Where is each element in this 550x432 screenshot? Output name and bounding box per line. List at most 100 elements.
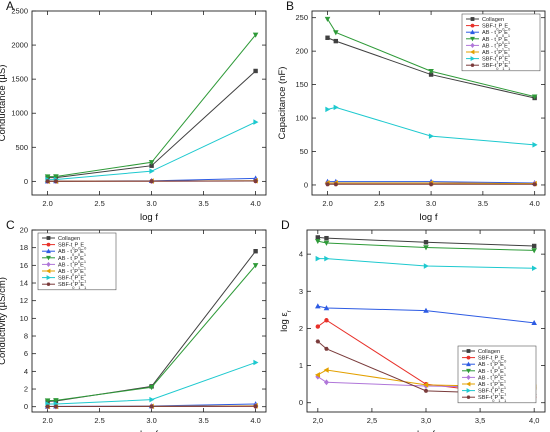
data-point [531,319,537,326]
series-6 [325,104,538,148]
data-point [253,179,258,183]
x-tick-label: 3.5 [198,416,208,425]
legend-marker [466,349,471,353]
y-axis-label: Conductivity (µS/cm) [0,277,8,365]
legend-entry: AB - t0P0E1 [58,249,86,257]
data-point [423,240,429,245]
data-point [53,398,59,404]
series-line [47,362,256,405]
legend-entry: AB - t0P0E1 [482,30,510,38]
x-axis-label: log f [140,429,158,432]
y-tick-label: 500 [15,143,28,152]
data-point [323,240,330,246]
series-line [47,121,256,181]
y-tick-label: 250 [295,13,308,22]
series-3 [44,32,259,180]
series-line [317,258,535,269]
data-point [253,68,258,74]
series-line [317,236,535,247]
legend-marker [45,268,51,274]
legend-marker [466,355,471,360]
x-axis-label: log f [417,429,435,432]
series-line [317,305,535,324]
data-point [325,106,331,113]
series-3 [315,238,537,254]
data-point [323,367,329,373]
plot-frame [311,10,546,196]
legend-entry: AB - t0P1E1 [478,382,506,390]
data-point [253,359,259,366]
legend-marker [46,275,52,281]
legend-marker [46,282,51,286]
legend-entry: AB - t1P1E1 [482,43,510,51]
y-tick-label: 2500 [11,7,28,16]
x-tick-label: 3,0 [421,416,431,425]
y-tick-label: 0 [24,402,28,411]
data-point [315,238,321,245]
x-tick-label: 2.0 [322,199,332,208]
y-axis-label: log εr [279,309,293,332]
legend-entry: SBF-t1P1E1 [478,389,506,397]
legend-entry: SBF-t0P1E1 [482,63,510,71]
data-point [324,16,331,22]
x-tick-label: 2,0 [313,416,323,425]
data-point [252,32,259,38]
data-point [44,398,51,404]
y-axis-label: Conductance (µS) [0,65,8,142]
legend-box [461,13,541,72]
data-point [333,182,339,187]
data-point [423,388,429,393]
series-line [47,34,256,178]
data-point [428,69,434,75]
x-tick-label: 4.0 [250,199,260,208]
legend-entry: Collagen [478,349,500,355]
legend-box [457,345,537,404]
y-tick-label: 12 [20,296,28,305]
data-point [253,119,259,125]
legend-marker [46,248,51,254]
data-point [315,235,321,240]
data-point [325,182,330,187]
data-point [314,372,321,378]
data-point [315,255,321,262]
data-point [423,307,429,313]
data-point [149,404,154,409]
legend-entry: AB - t1P0E1 [478,369,506,377]
series-2 [315,303,537,326]
data-point [323,305,330,311]
panel-label: C [6,218,15,232]
panel-label: A [6,0,14,13]
y-tick-label: 1 [299,361,303,370]
x-tick-label: 2,5 [367,416,377,425]
x-tick-label: 4.0 [250,416,260,425]
y-tick-label: 20 [20,226,28,235]
legend-marker [466,395,471,399]
data-point [324,346,329,351]
data-point [531,265,538,272]
x-tick-label: 2.0 [42,199,52,208]
y-tick-label: 10 [20,314,28,323]
legend-marker [470,56,476,62]
series-line [327,37,535,99]
y-tick-label: 4 [24,367,28,376]
x-tick-label: 3,5 [475,416,485,425]
data-point [148,385,155,391]
data-point [53,179,59,184]
y-tick-label: 150 [295,80,308,89]
data-point [324,318,329,323]
legend-entry: AB - t1P0E1 [58,256,86,264]
legend-marker [470,29,475,35]
data-point [323,379,329,386]
data-point [315,339,321,344]
y-tick-label: 16 [20,261,28,270]
series-line [327,106,535,146]
plot-frame [31,229,267,413]
legend-marker [470,63,475,67]
data-point [324,235,329,241]
y-tick-label: 2000 [11,41,28,50]
x-tick-label: 2.5 [94,199,104,208]
y-tick-label: 2 [24,385,28,394]
data-point [325,35,330,40]
